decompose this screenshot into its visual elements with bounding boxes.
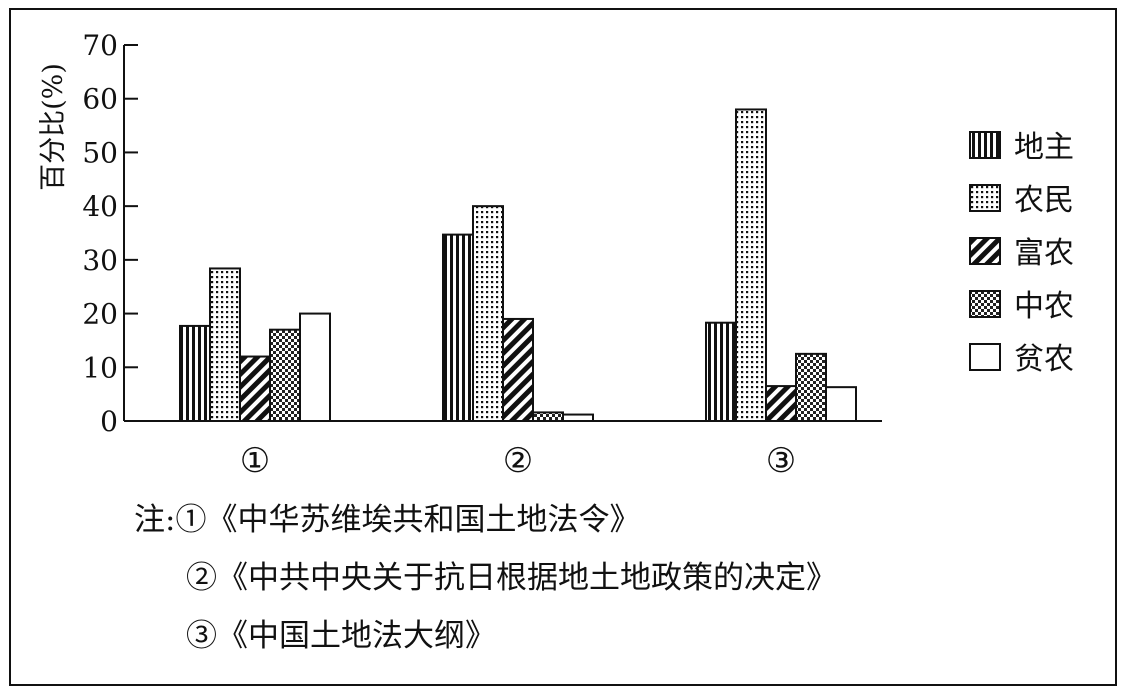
y-tick-label: 0	[100, 405, 118, 438]
legend-swatch	[969, 237, 1001, 265]
legend-swatch	[969, 184, 1001, 212]
legend-swatch	[969, 343, 1001, 371]
y-tick-label: 50	[82, 136, 118, 169]
y-tick-label: 20	[82, 298, 118, 331]
bar-diagonal-hatch	[765, 385, 797, 423]
y-tick-label: 10	[82, 351, 118, 384]
y-axis-label: 百分比(%)	[38, 63, 69, 191]
figure-border	[9, 8, 1117, 686]
bar-checker	[795, 352, 827, 423]
x-tick-label: ②	[503, 441, 533, 481]
bar-blank	[825, 386, 857, 423]
bar-checker	[532, 411, 564, 422]
y-tick-label: 40	[82, 190, 118, 223]
legend-swatch	[969, 290, 1001, 318]
bar-checker	[269, 328, 301, 422]
legend-swatch	[969, 131, 1001, 159]
y-tick-label: 70	[82, 29, 118, 62]
bar-diagonal-hatch	[502, 317, 534, 423]
bar-vertical-stripes	[179, 324, 211, 423]
bars	[179, 108, 857, 423]
bar-dots	[209, 267, 241, 422]
notes: 注:①《中华苏维埃共和国土地法令》 ②《中共中央关于抗日根据地土地政策的决定》 …	[134, 502, 837, 654]
y-tick-label: 30	[82, 244, 118, 277]
x-tick-label: ③	[766, 441, 796, 481]
note-line: ③《中国土地法大纲》	[186, 618, 496, 654]
bar-dots	[735, 108, 767, 422]
bar-vertical-stripes	[442, 233, 474, 422]
bar-blank	[562, 413, 594, 423]
bar-blank	[299, 312, 331, 423]
bar-diagonal-hatch	[239, 355, 271, 422]
legend-label: 地主	[1014, 130, 1074, 165]
note-line: 注:①《中华苏维埃共和国土地法令》	[134, 502, 640, 538]
y-tick-label: 60	[82, 83, 118, 116]
legend-label: 贫农	[1014, 342, 1074, 377]
axes: 0 10 20 30 40 50 60 70 ① ② ③	[82, 29, 882, 481]
legend-label: 中农	[1014, 289, 1074, 324]
legend-label: 农民	[1014, 183, 1074, 218]
legend-label: 富农	[1014, 236, 1074, 271]
bar-dots	[472, 205, 504, 422]
x-tick-label: ①	[240, 441, 270, 481]
bar-vertical-stripes	[705, 321, 737, 422]
note-line: ②《中共中央关于抗日根据地土地政策的决定》	[186, 560, 837, 596]
